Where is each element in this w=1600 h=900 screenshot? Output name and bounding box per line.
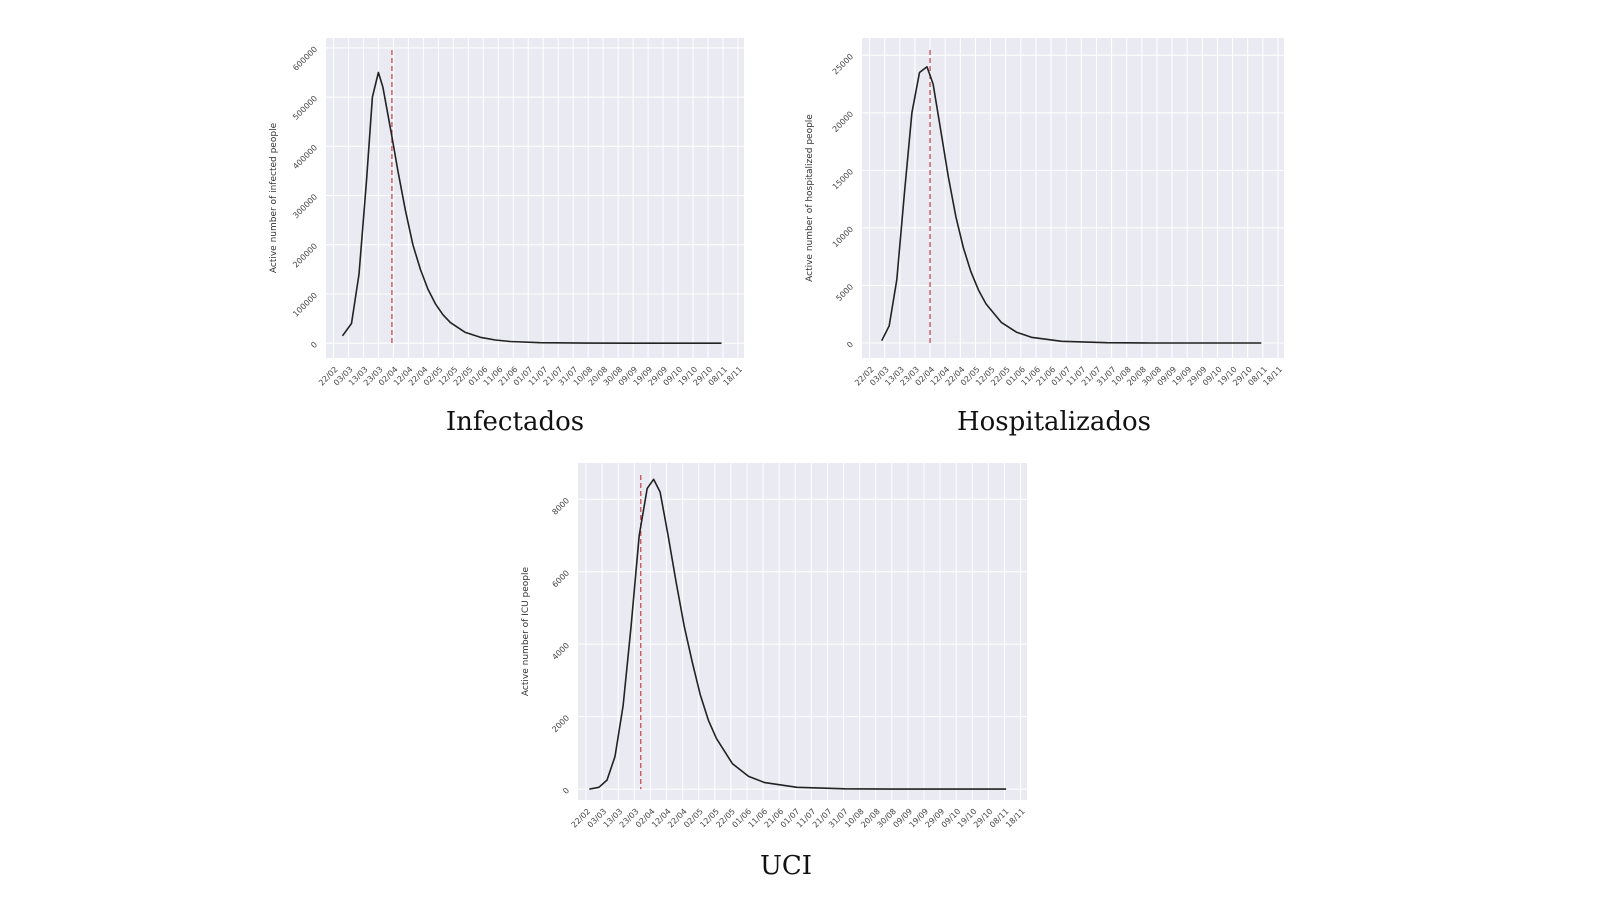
y-tick-label: 4000 [550, 641, 571, 662]
y-tick-label: 600000 [291, 45, 319, 73]
y-tick-label: 20000 [831, 110, 855, 134]
y-tick-label: 25000 [831, 52, 855, 76]
y-tick-label: 15000 [831, 167, 855, 191]
y-tick-label: 2000 [550, 713, 571, 734]
y-tick-label: 400000 [291, 143, 319, 171]
y-tick-label: 6000 [550, 569, 571, 590]
plot-area [326, 38, 744, 358]
y-tick-label: 200000 [291, 242, 319, 270]
y-tick-label: 0 [309, 340, 319, 350]
plot-area [862, 38, 1284, 358]
y-tick-label: 10000 [831, 225, 855, 249]
y-axis-label: Active number of infected people [269, 122, 279, 273]
plot-area [578, 463, 1027, 800]
y-tick-label: 0 [845, 340, 855, 350]
y-tick-label: 0 [561, 786, 571, 796]
y-axis-label: Active number of hospitalized people [805, 114, 815, 282]
y-tick-label: 100000 [291, 291, 319, 319]
chart-title: Infectados [446, 407, 584, 437]
y-tick-label: 8000 [550, 496, 571, 517]
line [341, 71, 722, 344]
y-axis-label: Active number of ICU people [521, 566, 531, 696]
y-tick-label: 5000 [834, 282, 855, 303]
chart-title: Hospitalizados [957, 407, 1151, 437]
line [880, 66, 1262, 344]
y-tick-label: 300000 [291, 192, 319, 220]
line [589, 478, 1007, 790]
y-tick-label: 500000 [291, 94, 319, 122]
chart-title: UCI [760, 851, 812, 881]
